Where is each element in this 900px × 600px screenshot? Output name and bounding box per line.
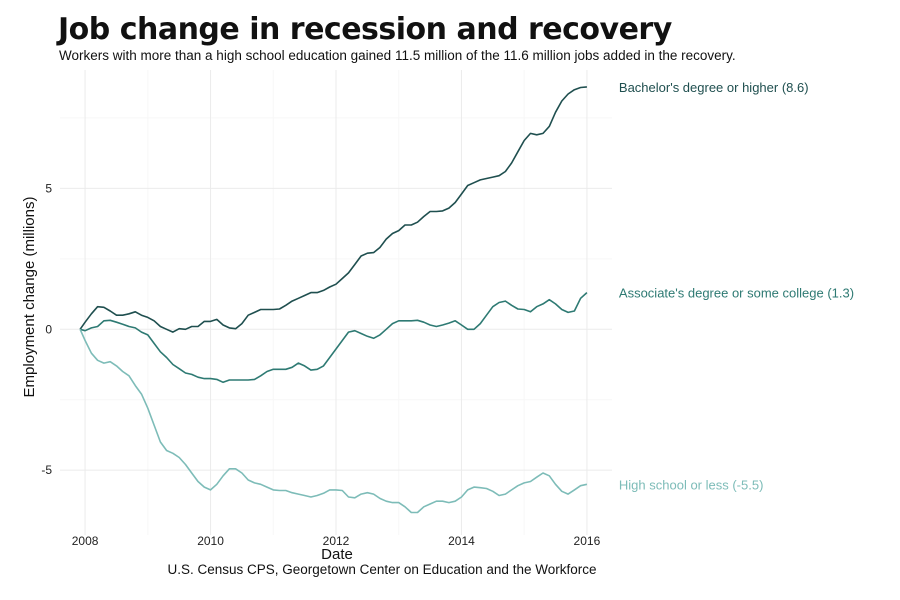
x-tick-label: 2016 xyxy=(574,534,601,548)
x-tick-label: 2014 xyxy=(448,534,475,548)
x-tick-label: 2008 xyxy=(72,534,99,548)
series-lines xyxy=(79,86,588,514)
y-tick-label: 0 xyxy=(45,322,52,336)
series-labels: Bachelor's degree or higher (8.6) Associa… xyxy=(619,80,854,492)
series-label-1: Associate's degree or some college (1.3) xyxy=(619,286,854,301)
grid xyxy=(60,70,612,535)
y-tick-label: 5 xyxy=(45,181,52,195)
series-label-0: Bachelor's degree or higher (8.6) xyxy=(619,80,809,95)
axis-ticks: 2008 2010 2012 2014 2016 -5 0 5 xyxy=(41,181,600,548)
chart-subtitle: Workers with more than a high school edu… xyxy=(59,48,736,63)
y-axis-title: Employment change (millions) xyxy=(21,197,38,398)
chart-title: Job change in recession and recovery xyxy=(58,12,672,47)
series-label-2: High school or less (-5.5) xyxy=(619,477,764,492)
series-line-1 xyxy=(79,292,588,384)
chart-caption: U.S. Census CPS, Georgetown Center on Ed… xyxy=(168,562,597,577)
x-tick-label: 2010 xyxy=(197,534,224,548)
y-tick-label: -5 xyxy=(41,463,52,477)
series-line-2 xyxy=(79,328,588,514)
x-tick-label: 2012 xyxy=(323,534,350,548)
x-axis-title: Date xyxy=(321,546,353,563)
series-line-0 xyxy=(79,86,587,333)
